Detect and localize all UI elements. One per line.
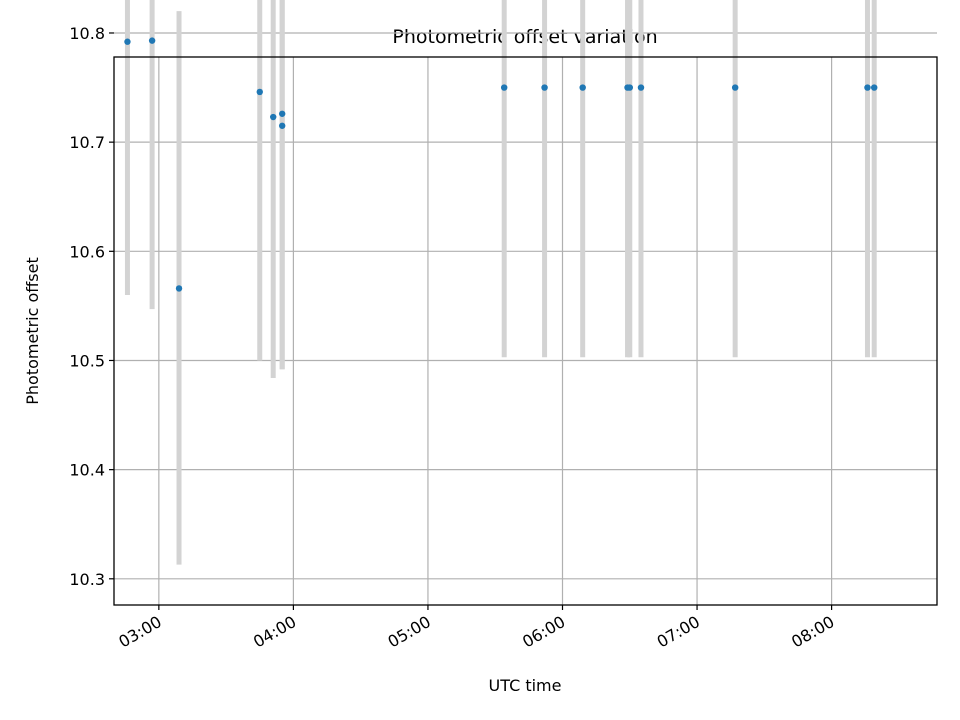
data-point <box>175 285 183 292</box>
y-tick-label: 10.6 <box>69 242 105 261</box>
plot-frame <box>113 56 938 606</box>
data-point <box>500 84 508 91</box>
data-point <box>148 37 156 44</box>
y-tick-label: 10.8 <box>69 24 105 43</box>
chart-title: Photometric offset variation <box>392 26 657 48</box>
x-axis: 03:00 04:00 05:00 06:00 07:00 08:00 <box>115 605 838 652</box>
data-point <box>871 84 878 91</box>
data-point <box>256 88 263 96</box>
x-axis-title: UTC time <box>489 676 562 695</box>
data-point <box>579 84 586 91</box>
data-point <box>637 84 645 91</box>
y-tick-label: 10.3 <box>69 570 105 589</box>
data-point <box>278 110 286 117</box>
data-point <box>864 84 871 91</box>
data-point <box>731 84 739 91</box>
grid <box>114 32 937 605</box>
y-tick-label: 10.7 <box>69 133 105 152</box>
x-tick-label: 04:00 <box>250 612 299 652</box>
data-point <box>124 38 131 45</box>
x-tick-label: 05:00 <box>385 612 434 652</box>
error-bars <box>124 0 877 565</box>
data-point <box>278 122 286 129</box>
x-tick-label: 06:00 <box>519 612 568 652</box>
data-point <box>541 84 548 91</box>
data-point <box>626 84 633 91</box>
data-point <box>270 113 277 121</box>
data-points <box>124 37 878 292</box>
y-tick-label: 10.5 <box>69 351 105 370</box>
x-tick-label: 03:00 <box>115 612 164 652</box>
y-axis-title: Photometric offset <box>23 257 42 405</box>
x-tick-label: 07:00 <box>654 612 703 652</box>
y-axis: 10.310.410.510.610.710.810.911.0 <box>69 24 114 589</box>
x-tick-label: 08:00 <box>788 612 837 652</box>
y-tick-label: 10.4 <box>69 461 105 480</box>
